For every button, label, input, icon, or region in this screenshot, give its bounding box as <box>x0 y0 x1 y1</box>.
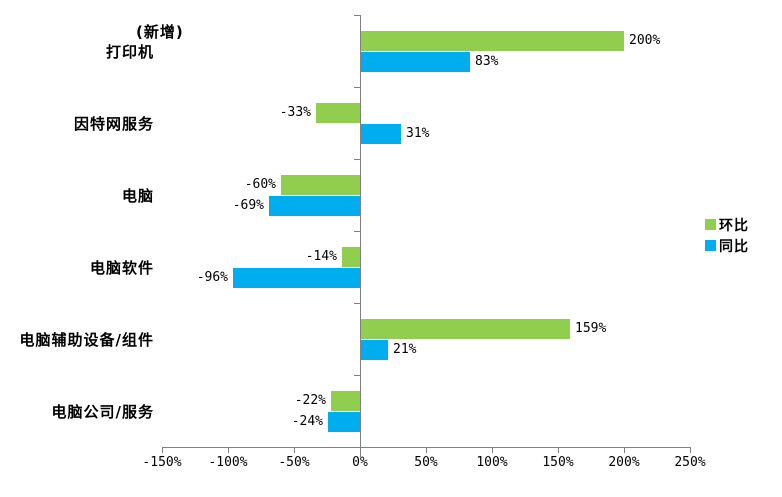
x-tick-label: 150% <box>542 455 574 470</box>
bar-segment <box>360 124 401 144</box>
bar-value-label: -60% <box>244 177 276 192</box>
category-axis-tick <box>354 231 360 232</box>
bar-segment <box>233 268 360 288</box>
category-axis-tick <box>354 303 360 304</box>
bar-segment <box>331 391 360 411</box>
legend-item: 环比 <box>705 214 749 235</box>
bar-value-label: 200% <box>629 33 661 48</box>
legend-item: 同比 <box>705 235 749 256</box>
category-axis-tick <box>354 375 360 376</box>
category-label: 打印机 <box>105 42 154 61</box>
legend-swatch-icon <box>705 219 716 230</box>
bar-segment <box>360 319 570 339</box>
bar-segment <box>360 340 388 360</box>
value-axis-tick <box>624 447 625 453</box>
value-axis-tick <box>492 447 493 453</box>
bar-value-label: -96% <box>196 270 228 285</box>
category-axis-tick <box>354 15 360 16</box>
legend-label: 环比 <box>719 217 749 234</box>
bar-value-label: 159% <box>575 321 607 336</box>
category-label: 电脑 <box>121 186 154 205</box>
value-axis-tick <box>690 447 691 453</box>
category-label: 因特网服务 <box>73 114 154 133</box>
value-axis-tick <box>228 447 229 453</box>
category-label: 电脑辅助设备/组件 <box>19 330 154 349</box>
bar-segment <box>328 412 360 432</box>
bar-segment <box>360 52 470 72</box>
x-tick-label: 200% <box>608 455 640 470</box>
legend-label: 同比 <box>719 238 749 255</box>
bar-segment <box>316 103 360 123</box>
bar-value-label: -24% <box>291 414 323 429</box>
bar-value-label: 21% <box>393 342 417 357</box>
value-axis-tick <box>162 447 163 453</box>
value-axis-tick <box>558 447 559 453</box>
bar-segment <box>342 247 360 267</box>
value-axis-tick <box>426 447 427 453</box>
x-tick-label: -50% <box>278 455 310 470</box>
bar-segment <box>360 31 624 51</box>
legend-swatch-icon <box>705 240 716 251</box>
legend: 环比 同比 <box>705 214 749 256</box>
value-axis-tick <box>294 447 295 453</box>
bar-value-label: -14% <box>305 249 337 264</box>
x-tick-label: 100% <box>476 455 508 470</box>
value-axis-tick <box>360 447 361 453</box>
bar-value-label: -69% <box>232 198 264 213</box>
bar-value-label: 31% <box>406 126 430 141</box>
category-axis-tick <box>354 87 360 88</box>
category-axis-line <box>360 15 361 457</box>
x-tick-label: 50% <box>414 455 438 470</box>
bar-value-label: 83% <box>475 54 499 69</box>
bar-segment <box>281 175 360 195</box>
x-tick-label: -150% <box>142 455 182 470</box>
x-tick-label: -100% <box>208 455 248 470</box>
x-tick-label: 250% <box>674 455 706 470</box>
x-tick-label: 0% <box>352 455 368 470</box>
category-label: 电脑软件 <box>89 258 154 277</box>
category-label: 电脑公司/服务 <box>51 402 154 421</box>
bar-value-label: -33% <box>279 105 311 120</box>
bar-value-label: -22% <box>294 393 326 408</box>
annotation-new: (新增) <box>136 23 184 41</box>
category-axis-tick <box>354 159 360 160</box>
bar-segment <box>269 196 360 216</box>
